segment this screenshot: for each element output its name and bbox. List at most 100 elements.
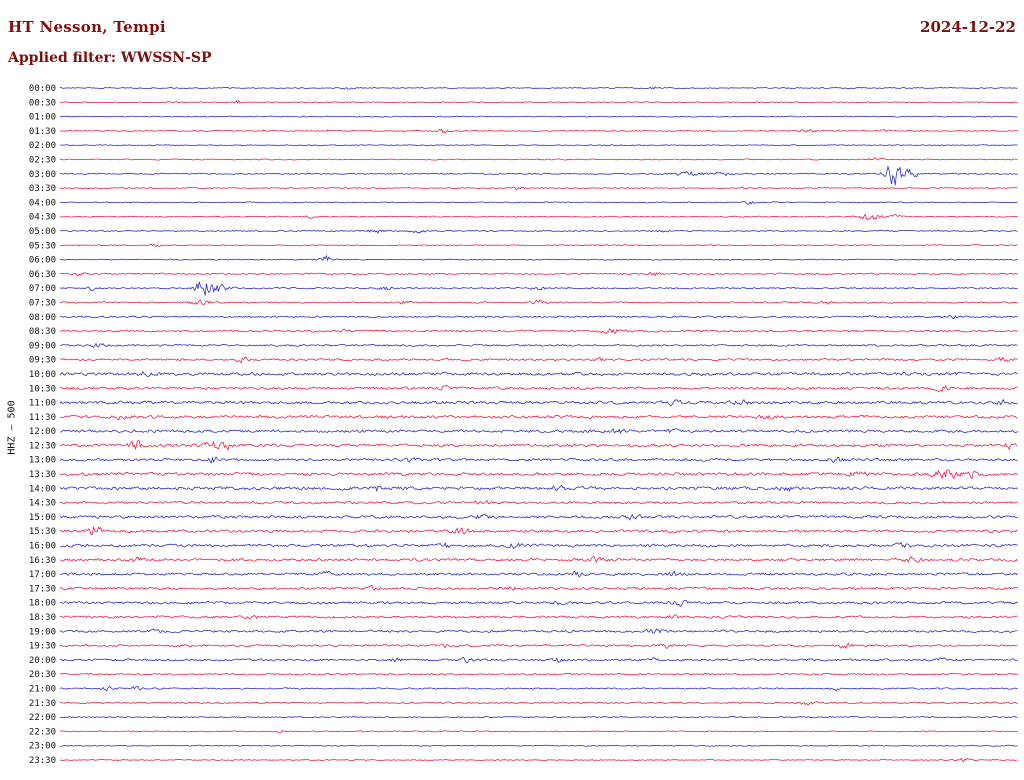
time-label: 16:30 <box>29 556 56 566</box>
time-label: 20:00 <box>29 656 56 666</box>
trace-1600 <box>59 541 1018 549</box>
trace-1700 <box>59 570 1018 578</box>
trace-1000 <box>59 370 1018 377</box>
time-label: 15:00 <box>29 513 56 523</box>
trace-2230 <box>59 730 1018 734</box>
trace-0100 <box>59 115 1018 118</box>
trace-0000 <box>59 86 1018 90</box>
trace-2130 <box>59 701 1018 706</box>
time-label: 14:30 <box>29 499 56 509</box>
trace-0330 <box>59 186 1018 190</box>
trace-0930 <box>59 356 1018 364</box>
trace-0500 <box>59 229 1018 234</box>
time-label: 06:00 <box>29 256 56 266</box>
channel-axis-label: HHZ — 500 <box>6 400 18 455</box>
time-label: 06:30 <box>29 270 56 280</box>
time-label: 18:30 <box>29 613 56 623</box>
trace-0300 <box>59 165 1018 186</box>
trace-0600 <box>59 254 1018 262</box>
time-label: 02:00 <box>29 141 56 151</box>
time-label: 10:00 <box>29 370 56 380</box>
trace-1200 <box>59 428 1018 434</box>
time-label: 11:00 <box>29 399 56 409</box>
trace-1030 <box>59 384 1018 393</box>
trace-1800 <box>59 599 1018 608</box>
time-label: 23:30 <box>29 756 56 766</box>
time-label: 20:30 <box>29 670 56 680</box>
trace-1230 <box>59 440 1018 451</box>
time-label: 09:00 <box>29 341 56 351</box>
time-label: 21:30 <box>29 699 56 709</box>
time-label: 17:30 <box>29 584 56 594</box>
trace-0430 <box>59 213 1018 221</box>
time-label: 00:00 <box>29 84 56 94</box>
trace-1630 <box>59 555 1018 564</box>
time-label: 10:30 <box>29 384 56 394</box>
time-label: 21:00 <box>29 685 56 695</box>
time-label: 08:00 <box>29 313 56 323</box>
filter-label: Applied filter: WWSSN-SP <box>8 50 212 66</box>
trace-1900 <box>59 628 1018 634</box>
time-label: 09:30 <box>29 356 56 366</box>
date-label: 2024-12-22 <box>920 18 1016 36</box>
time-label: 01:30 <box>29 127 56 137</box>
time-label: 11:30 <box>29 413 56 423</box>
trace-1500 <box>59 513 1018 521</box>
trace-0400 <box>59 200 1018 205</box>
time-label: 17:00 <box>29 570 56 580</box>
trace-0900 <box>59 342 1018 348</box>
trace-2300 <box>59 744 1018 747</box>
time-label: 15:30 <box>29 527 56 537</box>
time-label: 23:00 <box>29 742 56 752</box>
trace-0130 <box>59 128 1018 134</box>
trace-1930 <box>59 642 1018 649</box>
station-title: HT Nesson, Tempi <box>8 18 166 36</box>
trace-1400 <box>59 484 1018 493</box>
trace-0200 <box>59 144 1018 147</box>
trace-2030 <box>59 672 1018 676</box>
trace-1430 <box>59 500 1018 505</box>
time-label: 07:30 <box>29 298 56 308</box>
time-label: 22:00 <box>29 713 56 723</box>
time-label: 04:30 <box>29 213 56 223</box>
trace-0730 <box>59 299 1018 306</box>
trace-0700 <box>59 281 1018 296</box>
trace-0830 <box>59 328 1018 335</box>
time-label: 01:00 <box>29 113 56 123</box>
trace-1300 <box>59 456 1018 464</box>
trace-0230 <box>59 157 1018 161</box>
trace-1330 <box>59 469 1018 480</box>
trace-0630 <box>59 271 1018 277</box>
trace-0530 <box>59 243 1018 247</box>
time-label: 00:30 <box>29 98 56 108</box>
trace-1530 <box>59 525 1018 536</box>
time-label: 02:30 <box>29 155 56 165</box>
trace-2000 <box>59 656 1018 664</box>
time-label: 04:00 <box>29 198 56 208</box>
time-label: 19:30 <box>29 642 56 652</box>
trace-2100 <box>59 686 1018 692</box>
time-label: 19:00 <box>29 627 56 637</box>
time-label: 14:00 <box>29 484 56 494</box>
trace-1730 <box>59 584 1018 592</box>
time-label: 07:00 <box>29 284 56 294</box>
time-label: 18:00 <box>29 599 56 609</box>
trace-1130 <box>59 414 1018 421</box>
time-label: 05:30 <box>29 241 56 251</box>
time-label: 08:30 <box>29 327 56 337</box>
trace-2330 <box>59 757 1018 763</box>
time-label: 12:00 <box>29 427 56 437</box>
trace-0800 <box>59 315 1018 320</box>
trace-2200 <box>59 716 1018 719</box>
time-label: 22:30 <box>29 727 56 737</box>
time-label: 03:30 <box>29 184 56 194</box>
trace-0030 <box>59 99 1018 104</box>
time-label: 13:00 <box>29 456 56 466</box>
time-label: 13:30 <box>29 470 56 480</box>
time-label: 16:00 <box>29 542 56 552</box>
time-label: 12:30 <box>29 441 56 451</box>
time-label: 05:00 <box>29 227 56 237</box>
trace-1830 <box>59 614 1018 620</box>
